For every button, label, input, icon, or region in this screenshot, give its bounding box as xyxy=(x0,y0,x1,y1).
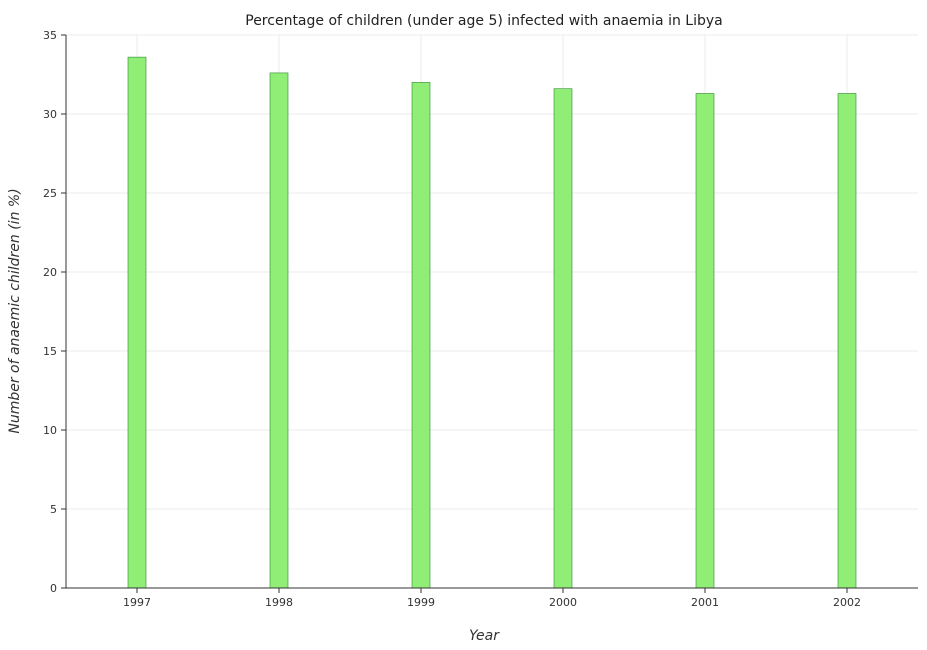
grid-lines xyxy=(66,34,918,589)
x-tick-label: 2002 xyxy=(833,596,861,609)
y-tick-label: 30 xyxy=(43,108,57,121)
x-axis-label: Year xyxy=(469,628,500,644)
chart-title: Percentage of children (under age 5) inf… xyxy=(245,13,722,29)
x-tick-label: 1997 xyxy=(123,596,151,609)
bar-2001 xyxy=(695,93,715,589)
x-tick-label: 2001 xyxy=(691,596,719,609)
x-tick-label: 1998 xyxy=(265,596,293,609)
y-tick-label: 5 xyxy=(50,503,57,516)
y-axis: 0 5 10 15 20 25 30 35 xyxy=(43,29,67,595)
y-tick-label: 10 xyxy=(43,424,57,437)
y-tick-label: 20 xyxy=(43,266,57,279)
x-axis: 1997 1998 1999 2000 2001 2002 xyxy=(66,587,918,609)
bars xyxy=(127,56,857,589)
y-tick-label: 35 xyxy=(43,29,57,42)
bar-1999 xyxy=(411,82,431,589)
bar-2002 xyxy=(837,93,857,589)
bar-2000 xyxy=(553,88,573,589)
bar-1997 xyxy=(127,56,147,589)
y-tick-label: 25 xyxy=(43,187,57,200)
bar-1998 xyxy=(269,72,289,589)
y-tick-label: 0 xyxy=(50,582,57,595)
x-tick-label: 1999 xyxy=(407,596,435,609)
y-tick-label: 15 xyxy=(43,345,57,358)
x-tick-label: 2000 xyxy=(549,596,577,609)
y-axis-label: Number of anaemic children (in %) xyxy=(7,188,23,433)
